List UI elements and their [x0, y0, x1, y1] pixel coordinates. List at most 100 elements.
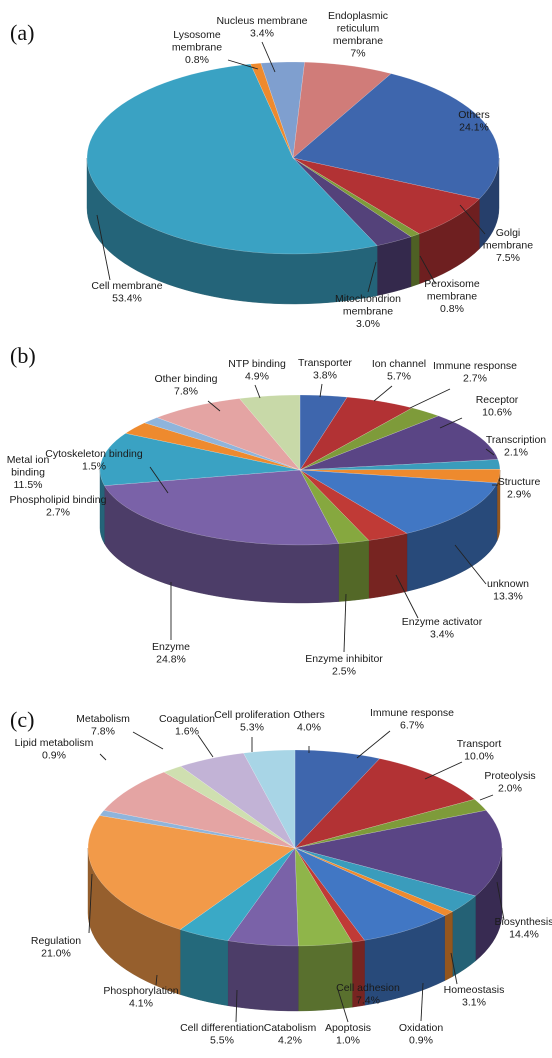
slice-ion-channel	[299, 396, 413, 471]
label-text: Receptor	[476, 394, 519, 406]
slice-unknown	[299, 469, 498, 534]
slice-nucleus-membrane	[260, 61, 305, 159]
slice-side-cell-differentiation	[227, 940, 299, 1012]
label-text: Enzyme inhibitor	[305, 653, 383, 665]
label-regulation: Regulation 21.0%	[31, 935, 81, 960]
leader-line	[96, 214, 111, 281]
slice-metabolism	[103, 771, 296, 849]
label-text: Cytoskeleton binding	[45, 448, 143, 460]
slice-transporter	[299, 394, 348, 471]
panel-label: (b)	[10, 343, 36, 368]
label-value: 53.4%	[112, 293, 142, 305]
label-value: 10.0%	[464, 751, 494, 763]
label-value: 0.9%	[42, 750, 66, 762]
leader-line	[409, 388, 451, 409]
slice-others	[243, 749, 296, 849]
label-cell-adhesion: Cell adhesion 7.4%	[336, 982, 400, 1007]
slice-receptor	[299, 415, 499, 471]
label-value: 6.7%	[400, 720, 424, 732]
label-text: Other binding	[154, 373, 217, 385]
label-biosynthesis: Biosynthesis 14.4%	[495, 916, 552, 941]
label-text: Others	[458, 109, 490, 121]
leader-line	[227, 59, 259, 70]
slice-metal-ion-binding	[99, 433, 301, 486]
slice-regulation	[87, 815, 296, 930]
slice-cell-differentiation	[227, 847, 299, 947]
pie-chart-3: (c) Immune response 6.7%Transport 10.0%Prot…	[10, 707, 552, 1047]
label-transporter: Transporter 3.8%	[298, 357, 352, 382]
label-text: Metal ion	[7, 454, 50, 466]
pie-top	[87, 749, 503, 947]
label-ntp-binding: NTP binding 4.9%	[228, 358, 286, 383]
label-homeostasis: Homeostasis 3.1%	[444, 984, 505, 1009]
label-transport: Transport 10.0%	[457, 738, 502, 763]
label-value: 4.1%	[129, 998, 153, 1010]
leader-line	[235, 989, 238, 1023]
label-text: Cell proliferation	[214, 709, 290, 721]
leader-line	[439, 417, 463, 429]
slice-side-mitochondrion-membrane	[376, 236, 412, 296]
leader-line	[261, 41, 276, 73]
label-value: 24.8%	[156, 654, 186, 666]
leader-line	[459, 204, 486, 235]
label-enzyme-inhibitor: Enzyme inhibitor 2.5%	[305, 653, 383, 678]
leader-line	[207, 400, 221, 412]
slice-enzyme-activator	[299, 469, 408, 541]
slice-ntp-binding	[239, 394, 301, 471]
label-text: membrane	[333, 35, 383, 47]
label-text: Lipid metabolism	[15, 737, 94, 749]
label-metabolism: Metabolism 7.8%	[76, 713, 130, 738]
label-text: Biosynthesis	[495, 916, 552, 928]
label-text: Golgi	[496, 227, 521, 239]
label-value: 11.5%	[14, 479, 43, 491]
label-endoplasmic-reticulum-membrane: Endoplasmic reticulum membrane 7%	[328, 10, 388, 60]
leader-line	[356, 730, 391, 759]
label-value: 4.2%	[278, 1035, 302, 1047]
leader-line	[479, 794, 494, 801]
label-immune-response: Immune response 2.7%	[433, 360, 517, 385]
label-text: Transporter	[298, 357, 352, 369]
label-value: 14.4%	[509, 929, 539, 941]
label-apoptosis: Apoptosis 1.0%	[325, 1022, 371, 1047]
label-value: 10.6%	[482, 407, 512, 419]
label-value: 1.6%	[175, 726, 199, 738]
label-text: membrane	[172, 42, 222, 54]
label-text: Homeostasis	[444, 984, 505, 996]
label-oxidation: Oxidation 0.9%	[399, 1022, 444, 1047]
label-text: Metabolism	[76, 713, 130, 725]
label-cell-differentiation: Cell differentiation 5.5%	[180, 1022, 264, 1047]
leader-line	[395, 574, 419, 619]
panel-label: (a)	[10, 20, 34, 45]
label-mitochondrion-membrane: Mitochondrion membrane 3.0%	[335, 293, 401, 330]
label-text: NTP binding	[228, 358, 286, 370]
leader-line	[254, 384, 261, 399]
label-value: 5.5%	[210, 1035, 234, 1047]
label-text: Enzyme activator	[402, 616, 483, 628]
pie-top	[86, 61, 500, 255]
label-text: Cell membrane	[91, 280, 162, 292]
label-cytoskeleton-binding: Cytoskeleton binding 1.5%	[45, 448, 143, 473]
label-text: Cell differentiation	[180, 1022, 264, 1034]
label-text: membrane	[427, 291, 477, 303]
label-value: 0.8%	[440, 303, 464, 315]
slice-enzyme	[103, 469, 340, 546]
leader-line	[419, 255, 436, 284]
label-text: Enzyme	[152, 641, 190, 653]
label-value: 3.4%	[430, 629, 454, 641]
slice-lysosome-membrane	[250, 62, 294, 159]
label-receptor: Receptor 10.6%	[476, 394, 519, 419]
slice-side-enzyme-activator	[368, 533, 408, 599]
slice-labels: Immune response 6.7%Transport 10.0%Proteol…	[15, 707, 552, 1047]
slice-side-oxidation	[444, 911, 453, 982]
label-transcription: Transcription 2.1%	[486, 434, 546, 459]
label-cell-membrane: Cell membrane 53.4%	[91, 280, 162, 305]
leader-line	[367, 261, 377, 293]
label-text: Proteolysis	[484, 770, 535, 782]
leader-line	[88, 873, 93, 934]
pie-chart-2: (b) Transporter 3.8% Ion channel 5.7% Immune …	[7, 343, 547, 678]
label-value: 5.3%	[240, 722, 264, 734]
label-text: Nucleus membrane	[216, 15, 307, 27]
label-text: Transport	[457, 738, 502, 750]
slice-labels: Transporter 3.8% Ion channel 5.7% Immune res…	[7, 357, 547, 678]
label-text: Others	[293, 709, 325, 721]
